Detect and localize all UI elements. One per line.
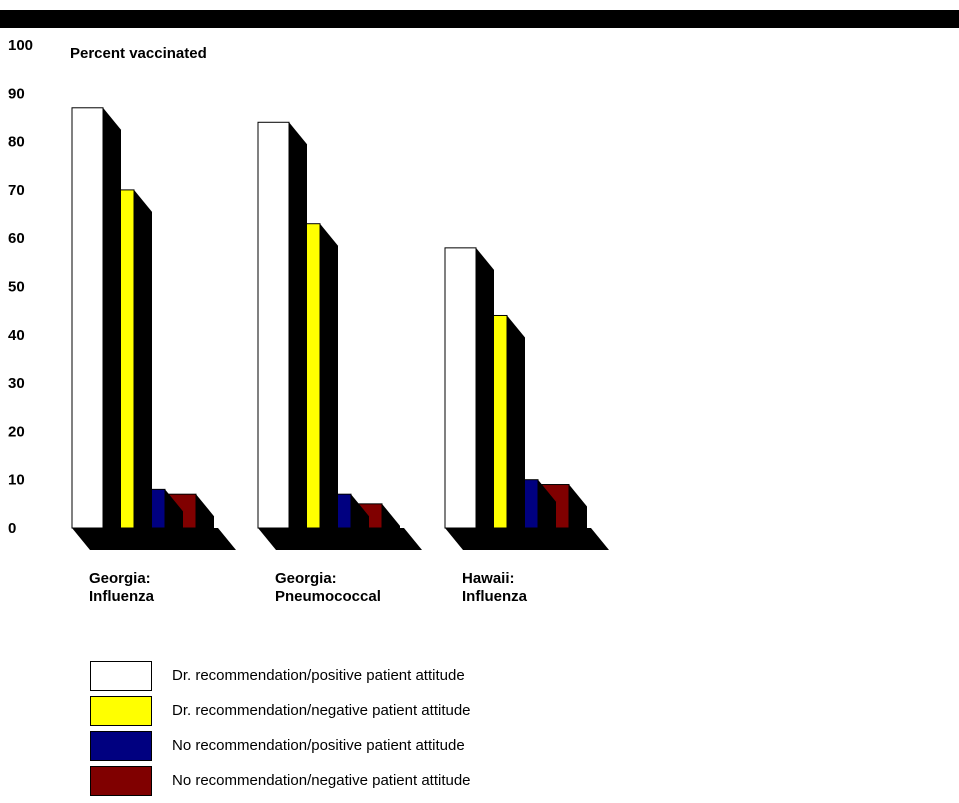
legend-item: Dr. recommendation/positive patient atti… <box>90 661 650 691</box>
bar-shadow <box>134 189 152 550</box>
y-axis-title: Percent vaccinated <box>70 45 207 62</box>
y-tick-label: 100 <box>8 37 33 54</box>
y-tick-label: 10 <box>8 472 25 489</box>
category-label-line: Georgia: <box>89 570 151 587</box>
legend-label: No recommendation/negative patient attit… <box>172 772 471 789</box>
bar-shadow <box>569 484 587 550</box>
bar-shadow <box>382 503 400 550</box>
bar-groups <box>71 107 609 551</box>
bar-shadow <box>507 315 525 550</box>
category-label-line: Hawaii: <box>462 570 515 587</box>
bar-shadow <box>538 479 556 550</box>
bar <box>257 121 290 529</box>
legend-item: No recommendation/positive patient attit… <box>90 731 650 761</box>
bar-shadow <box>165 489 183 550</box>
y-tick-label: 90 <box>8 85 25 102</box>
bar <box>71 107 104 529</box>
category-label: Georgia: Pneumococcal <box>275 570 381 605</box>
bar-shadow <box>103 107 121 550</box>
top-banner-bar <box>0 10 959 28</box>
bar-shadow <box>476 247 494 551</box>
category-label: Hawaii: Influenza <box>462 570 528 605</box>
legend-label: Dr. recommendation/negative patient atti… <box>172 702 471 719</box>
y-tick-label: 30 <box>8 375 25 392</box>
bar-group <box>444 247 609 551</box>
bar-shadow <box>196 494 214 550</box>
category-label: Georgia: Influenza <box>89 570 155 605</box>
legend-swatch <box>90 731 152 761</box>
category-label-line: Pneumococcal <box>275 588 381 605</box>
legend-swatch <box>90 696 152 726</box>
bar-group <box>71 107 236 550</box>
y-tick-label: 80 <box>8 134 25 151</box>
y-tick-label: 0 <box>8 520 16 537</box>
legend-label: Dr. recommendation/positive patient atti… <box>172 667 465 684</box>
bar-shadow <box>320 223 338 550</box>
y-tick-label: 20 <box>8 423 25 440</box>
legend-swatch <box>90 661 152 691</box>
category-label-line: Influenza <box>462 588 528 605</box>
y-tick-label: 70 <box>8 182 25 199</box>
legend-item: No recommendation/negative patient attit… <box>90 766 650 796</box>
bar <box>444 247 477 529</box>
y-tick-label: 50 <box>8 279 25 296</box>
category-label-line: Influenza <box>89 588 155 605</box>
bar-shadow <box>289 122 307 550</box>
category-label-line: Georgia: <box>275 570 337 587</box>
bar-group <box>257 121 422 550</box>
y-tick-label: 60 <box>8 230 25 247</box>
bar-shadow <box>351 494 369 550</box>
y-tick-label: 40 <box>8 327 25 344</box>
legend-item: Dr. recommendation/negative patient atti… <box>90 696 650 726</box>
legend-swatch <box>90 766 152 796</box>
legend-label: No recommendation/positive patient attit… <box>172 737 465 754</box>
